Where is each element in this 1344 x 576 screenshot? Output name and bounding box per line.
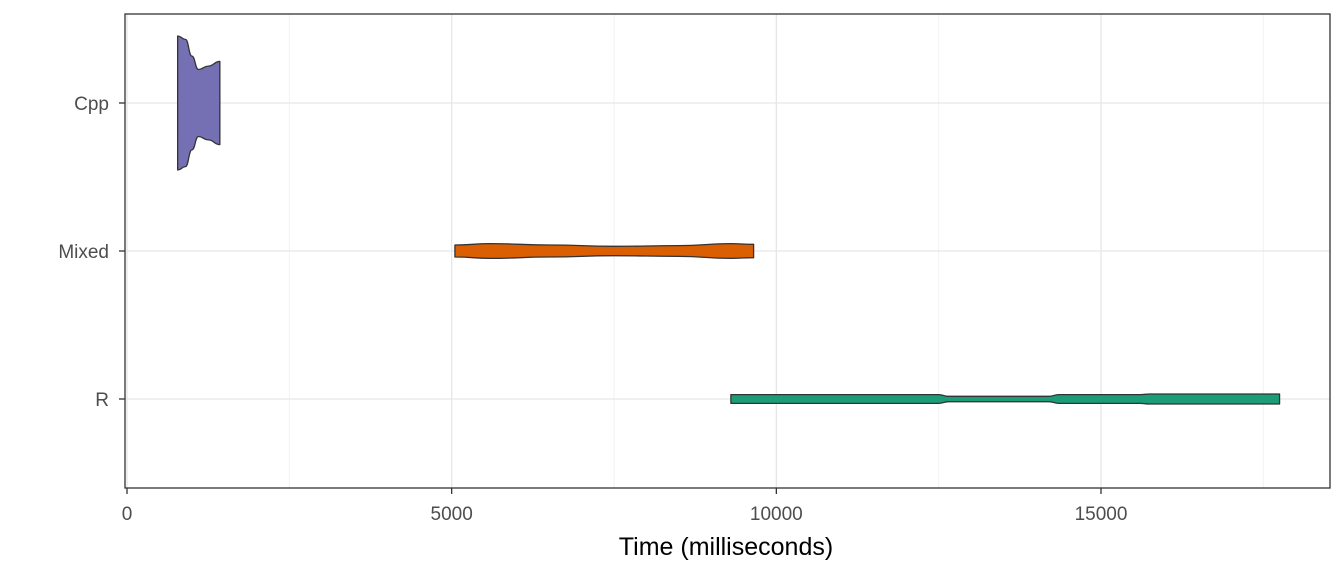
y-tick-label: Mixed bbox=[58, 242, 109, 263]
x-tick-label: 0 bbox=[122, 504, 133, 525]
x-tick-label: 15000 bbox=[1075, 504, 1128, 525]
x-axis: 0 5000 10000 15000 bbox=[122, 488, 1128, 525]
x-axis-title: Time (milliseconds) bbox=[619, 533, 833, 561]
y-tick-label: R bbox=[95, 390, 109, 411]
x-tick-label: 10000 bbox=[750, 504, 803, 525]
x-tick-label: 5000 bbox=[431, 504, 473, 525]
violin-mixed bbox=[454, 242, 755, 260]
violins bbox=[176, 35, 1281, 405]
y-axis: Cpp Mixed R bbox=[58, 94, 125, 411]
violin-r bbox=[730, 393, 1281, 405]
violin-cpp bbox=[176, 35, 221, 171]
y-tick-label: Cpp bbox=[74, 94, 109, 115]
